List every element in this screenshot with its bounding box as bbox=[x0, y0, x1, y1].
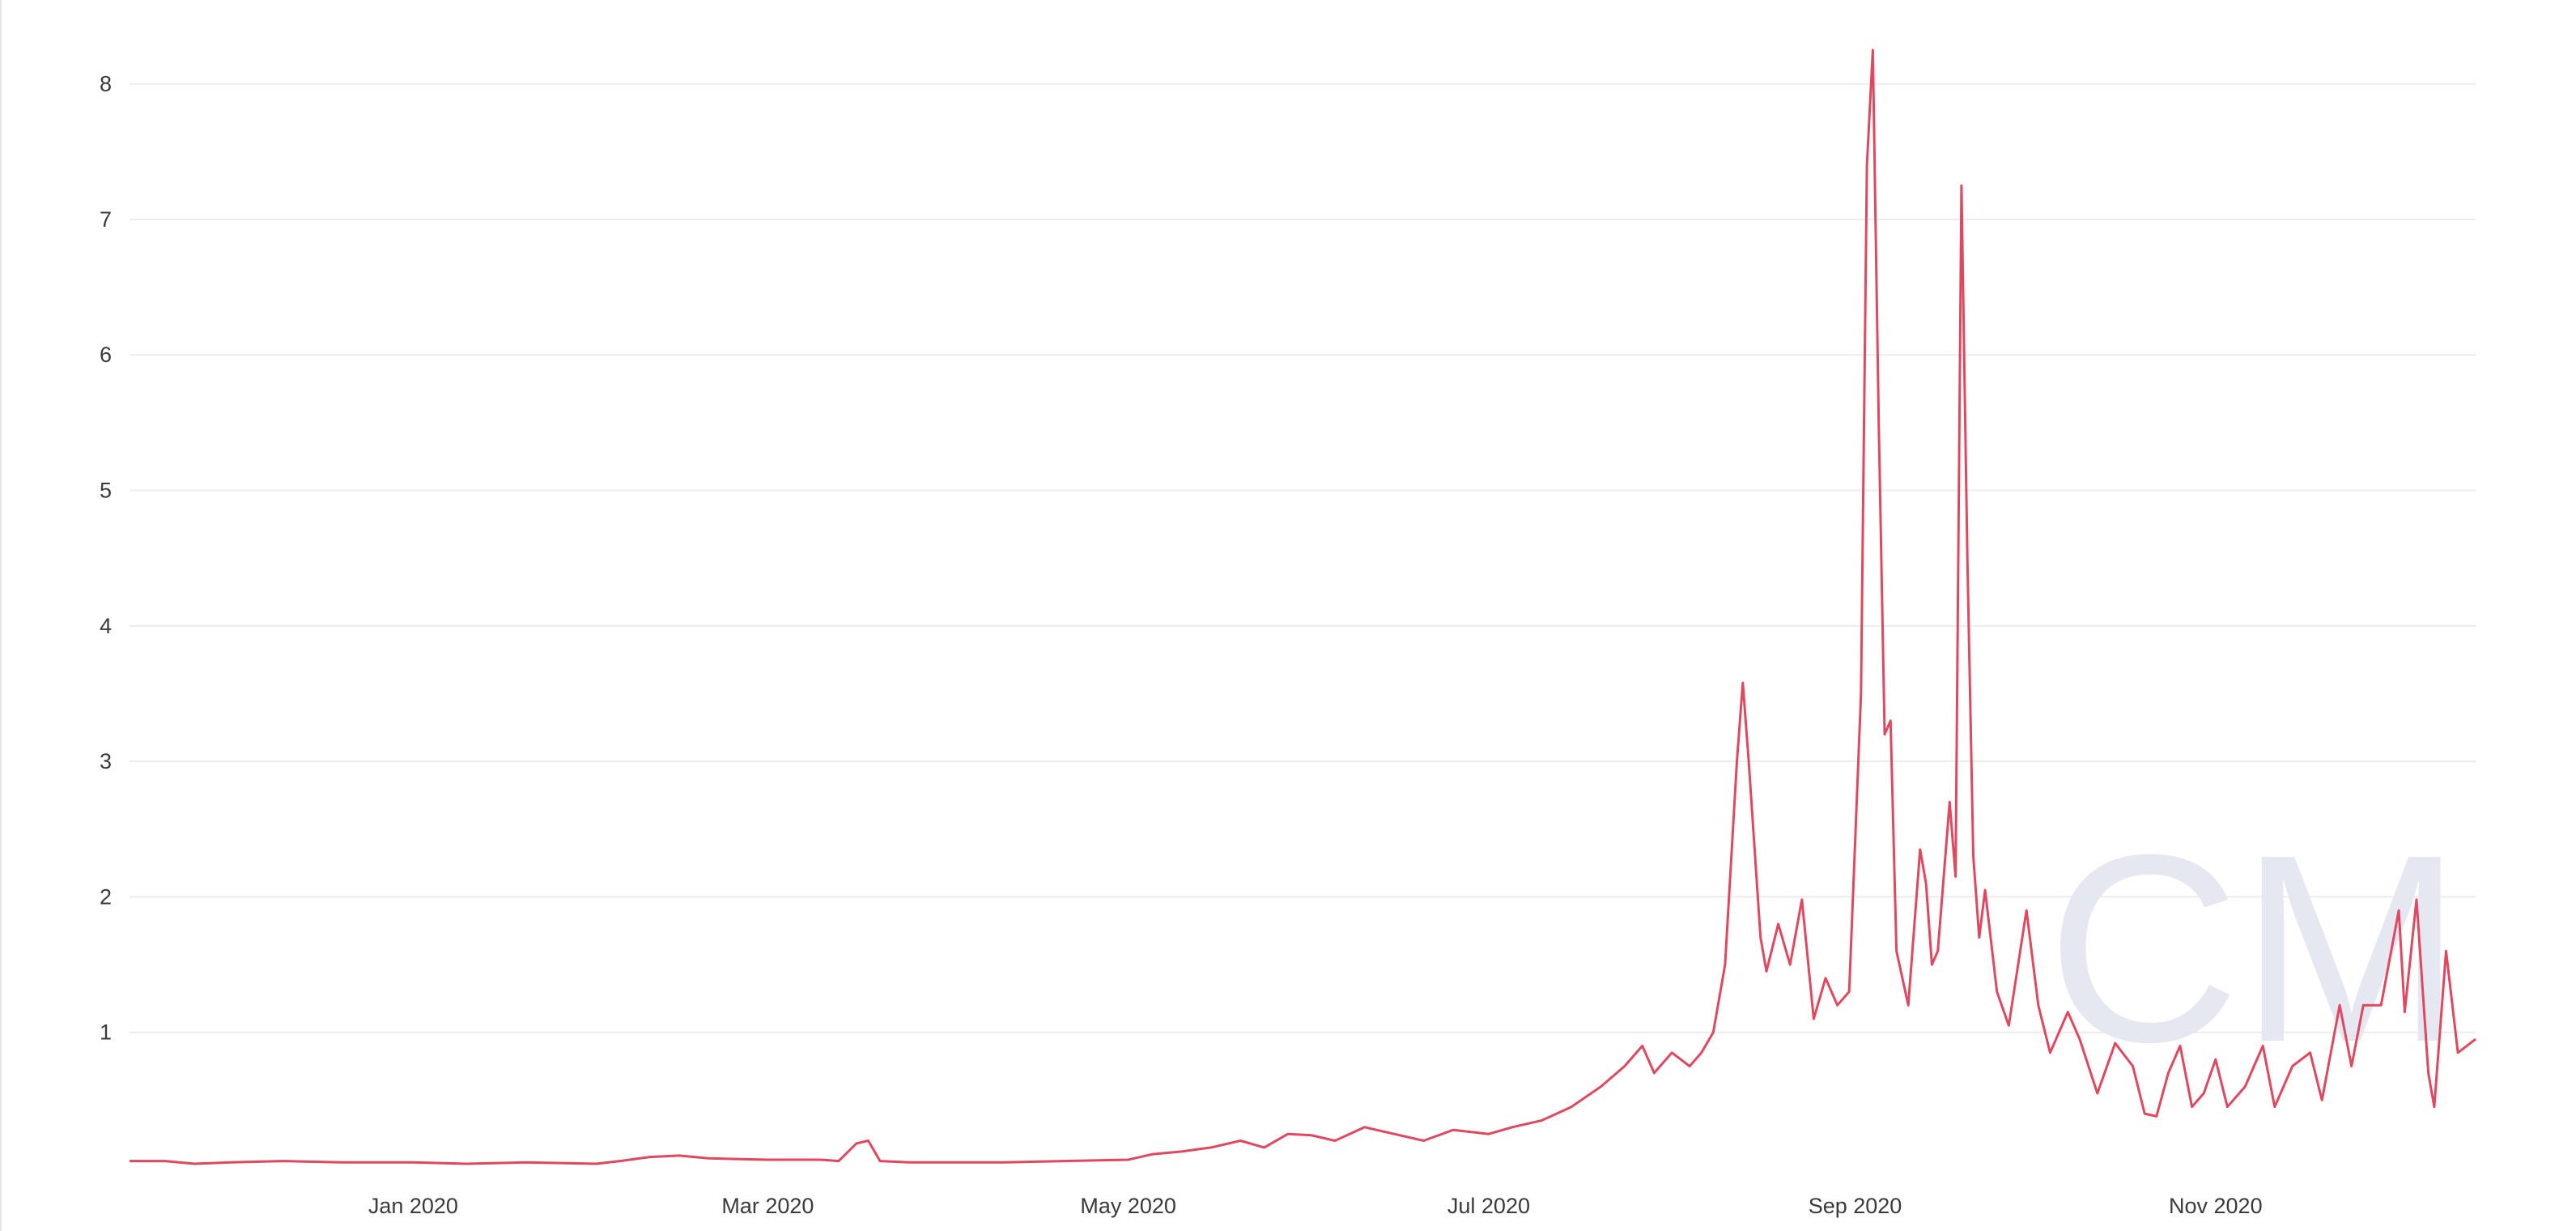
y-tick-label: 8 bbox=[100, 72, 112, 96]
y-tick-label: 4 bbox=[100, 614, 112, 638]
x-tick-label: Mar 2020 bbox=[721, 1194, 814, 1218]
y-tick-label: 2 bbox=[100, 884, 112, 909]
x-tick-label: May 2020 bbox=[1080, 1194, 1176, 1218]
y-axis-ticks: 1 2 3 4 5 6 7 8 bbox=[100, 72, 112, 1045]
y-tick-label: 1 bbox=[100, 1020, 112, 1045]
x-tick-label: Nov 2020 bbox=[2169, 1194, 2263, 1218]
x-axis-ticks: Jan 2020 Mar 2020 May 2020 Jul 2020 Sep 2020… bbox=[368, 1194, 2263, 1218]
y-tick-label: 3 bbox=[100, 749, 112, 773]
watermark-logo: CM bbox=[2047, 799, 2462, 1097]
x-tick-label: Jan 2020 bbox=[368, 1194, 458, 1218]
x-tick-label: Jul 2020 bbox=[1447, 1194, 1530, 1218]
y-tick-label: 7 bbox=[100, 207, 112, 232]
grid-lines bbox=[130, 83, 2476, 1033]
y-tick-label: 6 bbox=[100, 343, 112, 367]
y-tick-label: 5 bbox=[100, 479, 112, 503]
series-line bbox=[130, 49, 2476, 1165]
x-tick-label: Sep 2020 bbox=[1809, 1194, 1902, 1218]
